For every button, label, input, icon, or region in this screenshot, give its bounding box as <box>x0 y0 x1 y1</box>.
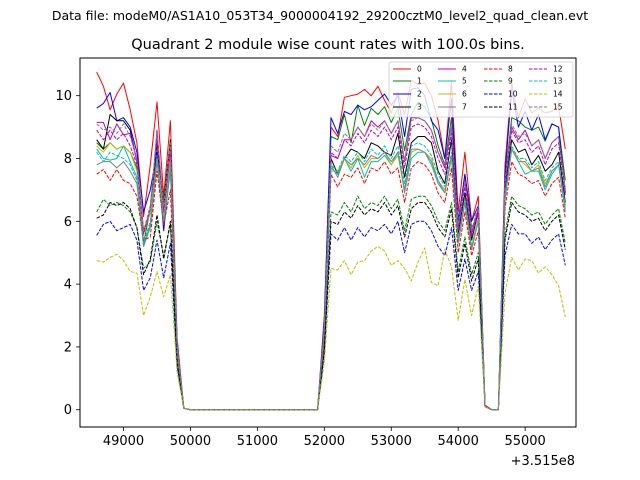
x-tick-label: 50000 <box>170 434 211 449</box>
x-offset-text: +3.515e8 <box>511 454 575 469</box>
x-axis: 49000 50000 51000 52000 53000 54000 55000 <box>103 427 546 449</box>
legend-label-3: 3 <box>417 103 422 112</box>
x-tick-label: 53000 <box>371 434 412 449</box>
y-tick-label: 0 <box>64 403 72 418</box>
legend-label-2: 2 <box>417 90 422 99</box>
legend-label-6: 6 <box>462 90 467 99</box>
legend-label-10: 10 <box>508 90 518 99</box>
y-tick-label: 10 <box>55 89 72 104</box>
legend-box <box>388 61 574 118</box>
legend-label-11: 11 <box>508 103 518 112</box>
legend-label-4: 4 <box>462 65 467 74</box>
legend-label-14: 14 <box>553 90 563 99</box>
legend-label-13: 13 <box>553 77 563 86</box>
suptitle: Data file: modeM0/AS1A10_053T34_90000041… <box>52 8 588 23</box>
plot-lines <box>96 71 566 411</box>
y-tick-label: 2 <box>64 340 72 355</box>
y-tick-label: 6 <box>64 215 72 230</box>
chart-title: Quadrant 2 module wise count rates with … <box>131 37 525 53</box>
legend-label-7: 7 <box>462 103 467 112</box>
legend-label-0: 0 <box>417 65 422 74</box>
y-tick-label: 8 <box>64 152 72 167</box>
legend-label-1: 1 <box>417 77 422 86</box>
legend-label-9: 9 <box>508 77 513 86</box>
x-tick-label: 51000 <box>237 434 278 449</box>
series-line-14 <box>96 245 566 411</box>
x-tick-label: 52000 <box>304 434 345 449</box>
y-tick-label: 4 <box>64 278 72 293</box>
series-line-15 <box>96 117 566 411</box>
legend-label-5: 5 <box>462 77 467 86</box>
legend-label-8: 8 <box>508 65 513 74</box>
x-tick-label: 49000 <box>103 434 144 449</box>
legend-label-15: 15 <box>553 103 563 112</box>
x-tick-label: 55000 <box>504 434 545 449</box>
y-axis: 0 2 4 6 8 10 <box>55 89 80 418</box>
x-tick-label: 54000 <box>438 434 479 449</box>
legend-label-12: 12 <box>553 65 563 74</box>
